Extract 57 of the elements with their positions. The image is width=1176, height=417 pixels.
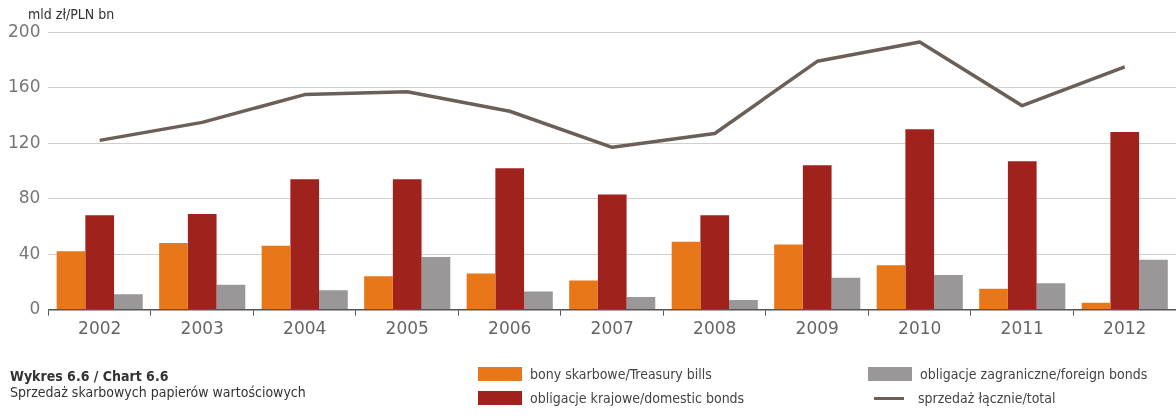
legend-label: obligacje zagraniczne/foreign bonds: [920, 366, 1148, 382]
y-tick-label: 40: [18, 242, 41, 263]
x-tick-label: 2007: [590, 318, 634, 339]
bar: [597, 194, 627, 310]
y-tick-label: 0: [29, 298, 41, 319]
bar: [671, 241, 701, 310]
bar: [495, 168, 525, 310]
bar: [1036, 283, 1066, 310]
y-tick-label: 80: [18, 187, 41, 208]
bar: [831, 277, 861, 310]
x-tick-label: 2003: [180, 318, 224, 339]
text: Sprzedaż skarbowych papierów wartościowych: [10, 384, 306, 400]
bar: [774, 244, 803, 310]
bar: [569, 280, 598, 310]
x-tick-label: 2009: [795, 318, 839, 339]
bar: [56, 251, 86, 310]
x-tick-label: 2011: [1000, 318, 1044, 339]
text: Wykres 6.6 / Chart 6.6: [10, 368, 170, 384]
bar: [290, 179, 320, 310]
bar: [85, 215, 115, 310]
y-tick-label: 120: [7, 131, 41, 152]
y-tick-label: 160: [7, 76, 41, 97]
bar: [979, 288, 1008, 310]
bar: [392, 179, 422, 310]
bar: [159, 243, 188, 310]
bar: [187, 213, 217, 310]
bar: [700, 215, 730, 310]
x-tick-label: 2004: [283, 318, 327, 339]
y-tick-label: 200: [7, 20, 41, 41]
x-tick-label: 2008: [693, 318, 737, 339]
bar: [729, 299, 758, 310]
bar: [421, 256, 451, 310]
legend-label: obligacje krajowe/domestic bonds: [530, 390, 745, 406]
bar: [1110, 132, 1140, 310]
bar: [466, 273, 496, 310]
bar: [319, 290, 348, 310]
bar: [934, 274, 963, 310]
x-tick-label: 2006: [488, 318, 532, 339]
x-tick-label: 2010: [898, 318, 942, 339]
bar: [114, 294, 143, 310]
x-tick-label: 2012: [1103, 318, 1147, 339]
x-tick-label: 2005: [385, 318, 429, 339]
bar: [876, 265, 906, 310]
x-tick-label: 2002: [78, 318, 122, 339]
bar: [364, 276, 393, 310]
bar: [1139, 259, 1168, 310]
legend-label: sprzedaż łącznie/total: [918, 390, 1056, 406]
bar: [905, 129, 935, 310]
bar: [524, 291, 553, 310]
bar: [626, 297, 656, 310]
bar: [216, 284, 246, 310]
bar: [261, 245, 291, 310]
bar: [802, 165, 832, 310]
legend-label: bony skarbowe/Treasury bills: [530, 366, 712, 382]
bar: [1007, 161, 1037, 310]
bar: [1081, 302, 1111, 310]
y-axis-title: mld zł/PLN bn: [28, 6, 115, 22]
